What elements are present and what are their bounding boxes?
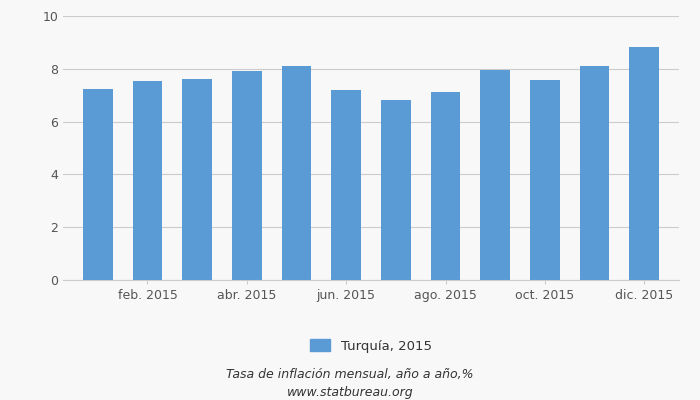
Bar [629, 48, 659, 280]
Bar [580, 66, 610, 280]
Bar [331, 90, 361, 280]
Text: Tasa de inflación mensual, año a año,%: Tasa de inflación mensual, año a año,% [226, 368, 474, 381]
Text: www.statbureau.org: www.statbureau.org [287, 386, 413, 399]
Bar [430, 92, 461, 280]
Bar [480, 70, 510, 280]
Legend: Turquía, 2015: Turquía, 2015 [305, 334, 437, 358]
Bar [182, 79, 212, 280]
Bar [83, 89, 113, 280]
Bar [232, 71, 262, 280]
Bar [530, 80, 560, 280]
Bar [381, 100, 411, 280]
Bar [132, 81, 162, 280]
Bar [281, 66, 312, 280]
